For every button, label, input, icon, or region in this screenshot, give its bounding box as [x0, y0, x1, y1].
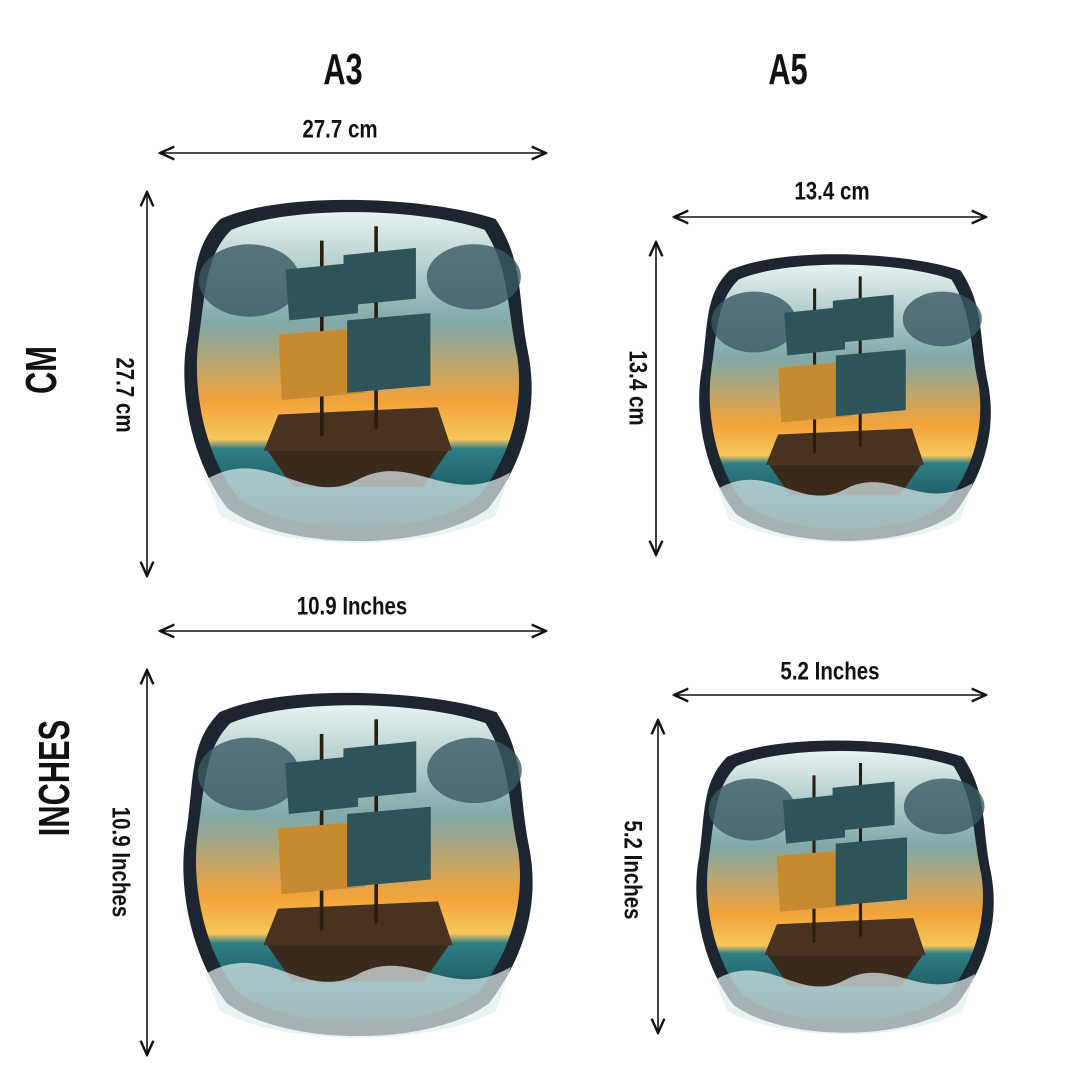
a5-cm-width-label: 13.4 cm	[794, 177, 870, 206]
puzzle-image-a5-cm	[697, 252, 993, 544]
puzzle-image-a3-inches	[181, 691, 535, 1040]
a5-in-height-label: 5.2 Inches	[618, 820, 647, 920]
a5-in-width-label: 5.2 Inches	[780, 657, 880, 686]
row-header-inches: INCHES	[30, 719, 79, 837]
a3-cm-width-label: 27.7 cm	[302, 115, 378, 144]
column-header-a3: A3	[323, 45, 363, 94]
puzzle-image-a5-inches	[694, 738, 996, 1036]
a3-in-width-label: 10.9 Inches	[296, 592, 408, 621]
a3-in-height-label: 10.9 Inches	[106, 806, 135, 918]
column-header-a5: A5	[768, 45, 808, 94]
a5-cm-height-label: 13.4 cm	[623, 350, 652, 426]
row-header-cm: CM	[17, 346, 66, 394]
puzzle-image-a3-cm	[182, 198, 534, 545]
a3-cm-height-label: 27.7 cm	[110, 357, 139, 433]
